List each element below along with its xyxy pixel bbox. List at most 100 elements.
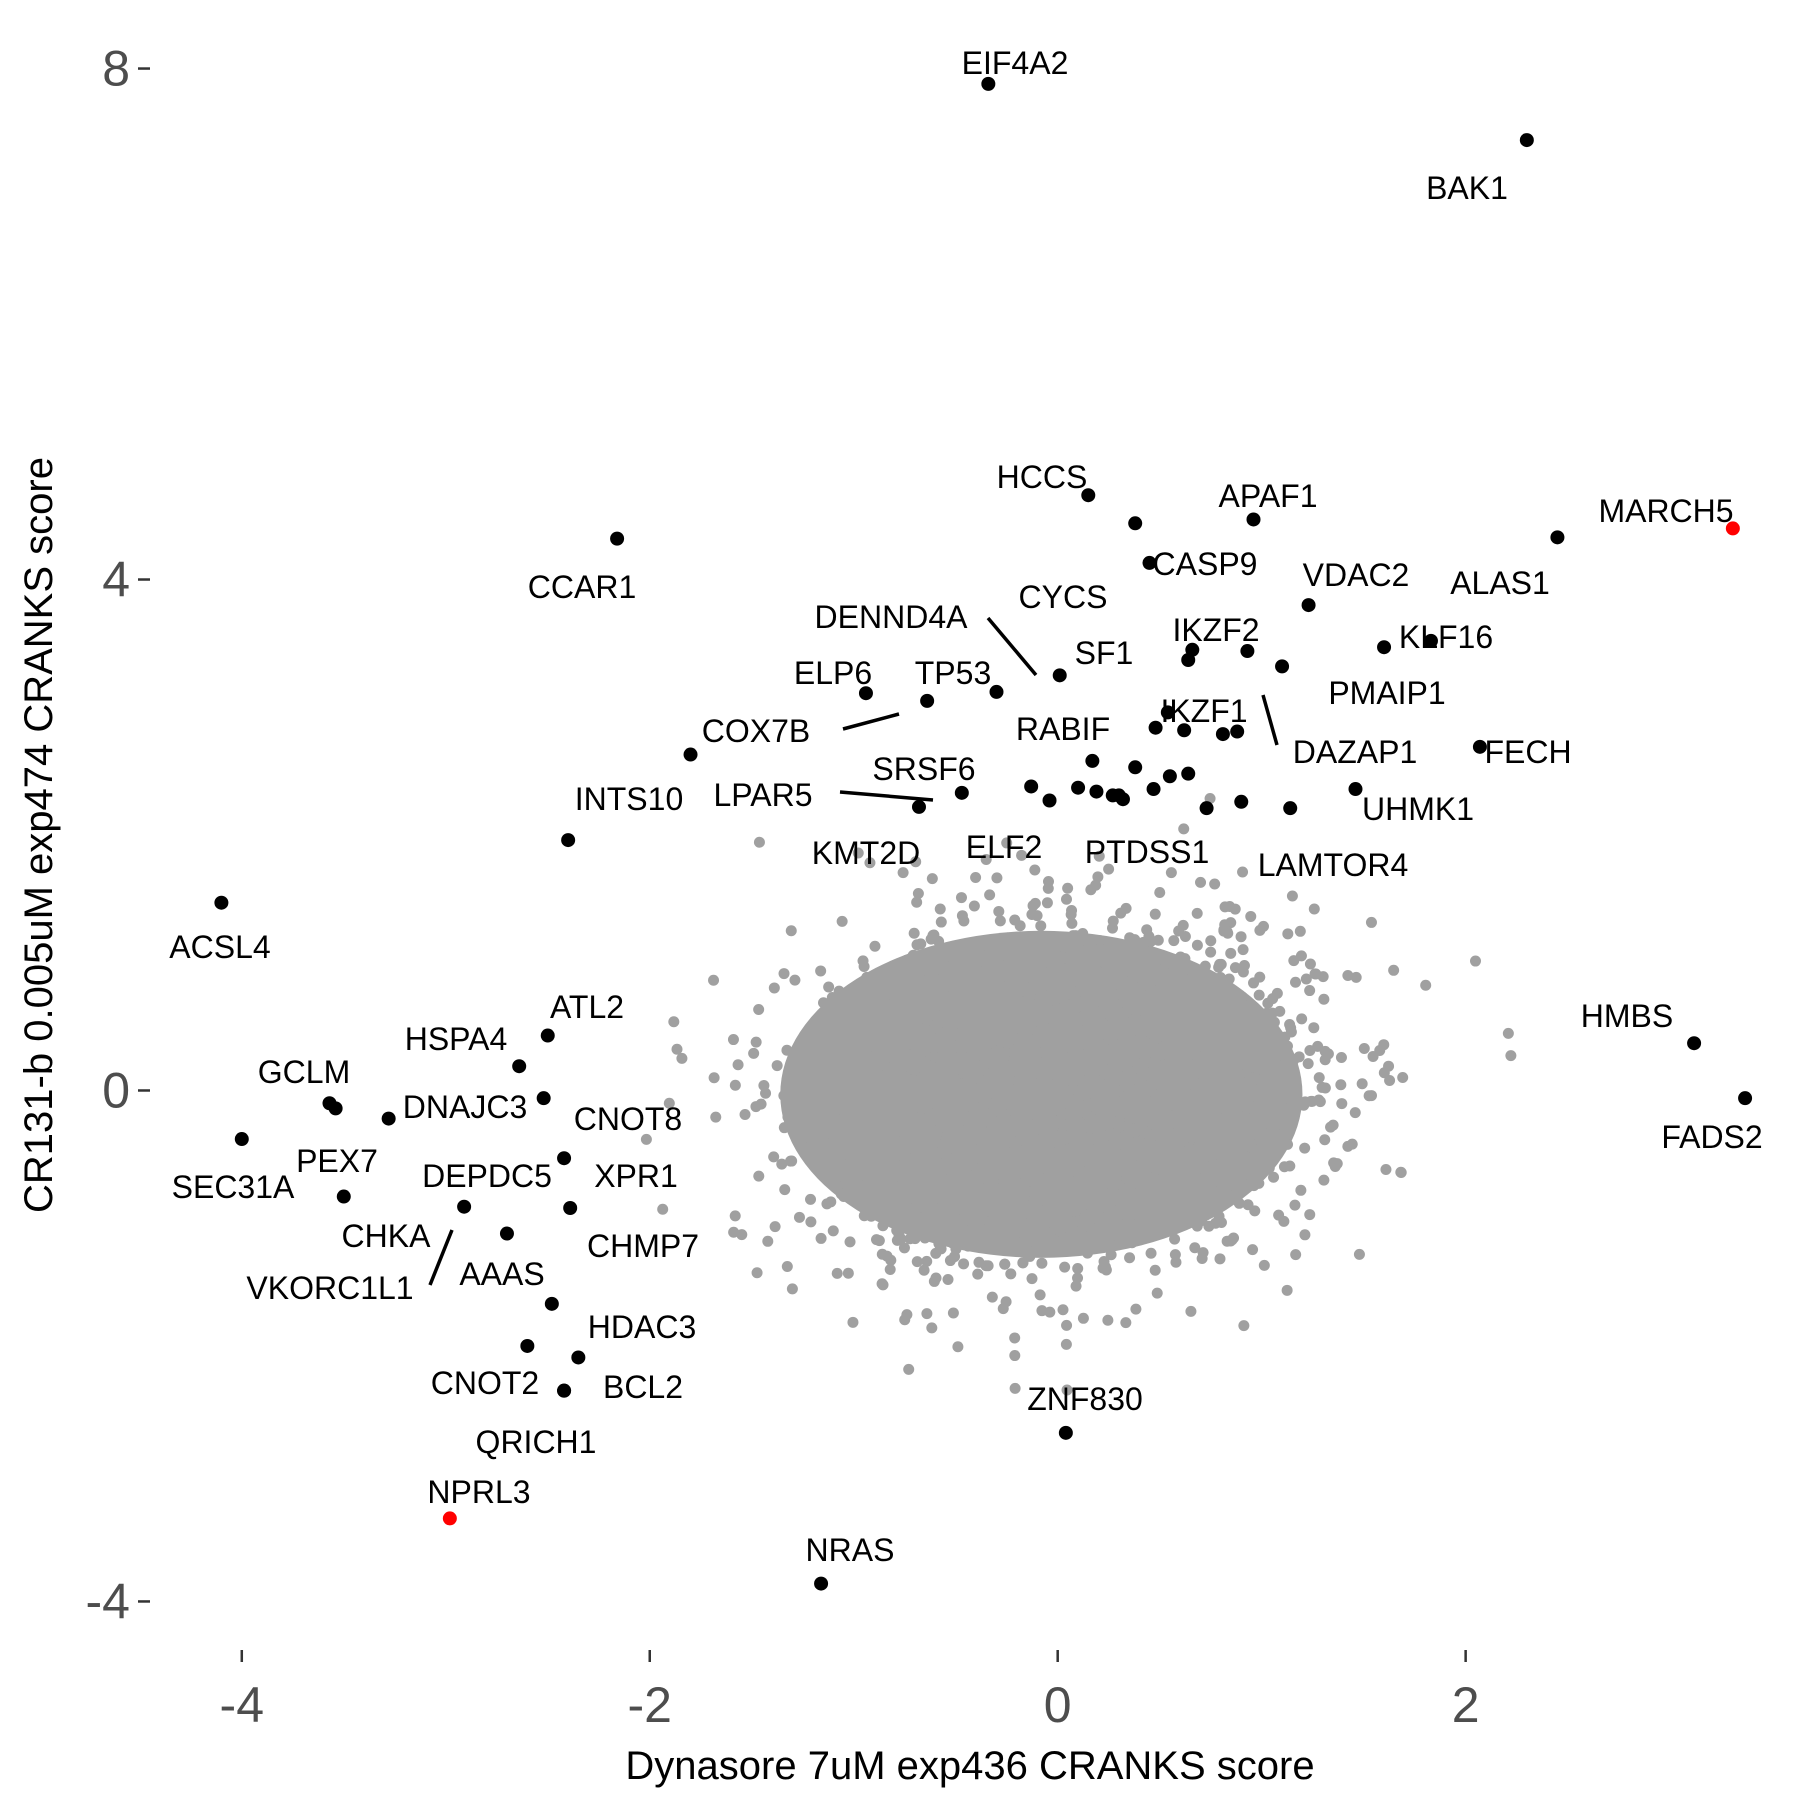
gene-point [1160, 705, 1175, 720]
background-point [1227, 1039, 1239, 1051]
background-point [1061, 1319, 1073, 1331]
background-point [887, 1199, 899, 1211]
background-point [884, 1153, 896, 1165]
background-point [1034, 1086, 1046, 1098]
background-point [1077, 1312, 1089, 1324]
background-point [1168, 1161, 1180, 1173]
background-point [972, 1268, 984, 1280]
background-point [969, 1035, 981, 1047]
gene-point-elf2 [1111, 788, 1126, 803]
background-point [807, 1065, 819, 1077]
background-point [1230, 1163, 1242, 1175]
background-point [1264, 1070, 1276, 1082]
background-point [990, 1018, 1002, 1030]
background-point [1080, 1231, 1092, 1243]
background-point [1105, 1190, 1117, 1202]
background-point [1193, 1140, 1205, 1152]
gene-point-klf16 [1423, 633, 1438, 648]
gene-label-acsl4: ACSL4 [169, 929, 270, 965]
background-point [1229, 1107, 1241, 1119]
background-point [1274, 1005, 1286, 1017]
background-point [1104, 1205, 1116, 1217]
background-point [1129, 934, 1141, 946]
gene-point-atl2 [540, 1028, 555, 1043]
background-point [1107, 915, 1119, 927]
background-point [951, 976, 963, 988]
background-point [1220, 992, 1232, 1004]
background-point [1268, 1036, 1280, 1048]
gene-label-hccs: HCCS [997, 459, 1088, 495]
gene-point-nprl3 [442, 1511, 457, 1526]
background-point [1281, 1040, 1293, 1052]
background-point [1025, 1034, 1037, 1046]
background-point [1203, 1138, 1215, 1150]
gene-label-bcl2: BCL2 [603, 1369, 683, 1405]
background-point [1022, 1167, 1034, 1179]
background-point [1009, 1100, 1021, 1112]
background-point [1356, 1078, 1368, 1090]
background-point [877, 1167, 889, 1179]
background-point [1031, 1117, 1043, 1129]
background-point [827, 1129, 839, 1141]
background-point [1038, 1173, 1050, 1185]
background-point [1085, 1177, 1097, 1189]
background-point [1065, 1205, 1077, 1217]
background-point [1138, 1069, 1150, 1081]
gene-label-fech: FECH [1484, 734, 1571, 770]
background-point [1295, 950, 1307, 962]
background-point [912, 1174, 924, 1186]
background-point [1194, 1087, 1206, 1099]
background-point [882, 1064, 894, 1076]
background-point [1237, 866, 1249, 878]
background-point [1149, 1014, 1161, 1026]
background-point [1093, 850, 1105, 862]
background-point [1094, 935, 1106, 947]
background-point [990, 1050, 1002, 1062]
background-point [942, 1273, 954, 1285]
gene-label-chmp7: CHMP7 [587, 1228, 699, 1264]
background-point [970, 1021, 982, 1033]
background-point [1245, 910, 1257, 922]
background-point [779, 1184, 791, 1196]
background-point [1005, 1168, 1017, 1180]
gene-label-casp9: CASP9 [1153, 546, 1258, 582]
background-point [948, 1135, 960, 1147]
background-point [1145, 1247, 1157, 1259]
background-point [1009, 1332, 1021, 1344]
background-point [1067, 1055, 1079, 1067]
background-point [1110, 1061, 1122, 1073]
gene-point-hspa4 [512, 1059, 527, 1074]
background-point [1131, 947, 1143, 959]
background-point [1342, 1140, 1354, 1152]
background-point [1026, 1217, 1038, 1229]
gene-label-tp53: TP53 [915, 655, 991, 691]
background-point [1070, 1280, 1082, 1292]
background-point [1185, 1305, 1197, 1317]
background-point [957, 1009, 969, 1021]
gene-label-klf16: KLF16 [1399, 619, 1493, 655]
background-point [988, 1136, 1000, 1148]
background-point [1161, 1152, 1173, 1164]
background-point [802, 1104, 814, 1116]
background-point [1066, 904, 1078, 916]
gene-point-cycs [1128, 516, 1143, 531]
background-point [769, 1221, 781, 1233]
background-point [1109, 1134, 1121, 1146]
background-point [760, 1087, 772, 1099]
background-point [936, 963, 948, 975]
background-point [969, 1051, 981, 1063]
background-point [1225, 947, 1237, 959]
background-point [1179, 953, 1191, 965]
background-point [1086, 942, 1098, 954]
background-point [872, 1131, 884, 1143]
background-point [820, 1042, 832, 1054]
background-point [1336, 1098, 1348, 1110]
gene-label-ptdss1: PTDSS1 [1085, 834, 1209, 870]
background-point [1215, 958, 1227, 970]
x-axis-title: Dynasore 7uM exp436 CRANKS score [625, 1744, 1314, 1788]
background-point [1349, 1107, 1361, 1119]
background-point [1209, 1043, 1221, 1055]
background-point [1001, 837, 1013, 849]
background-point [1012, 1178, 1024, 1190]
background-point [1086, 1098, 1098, 1110]
